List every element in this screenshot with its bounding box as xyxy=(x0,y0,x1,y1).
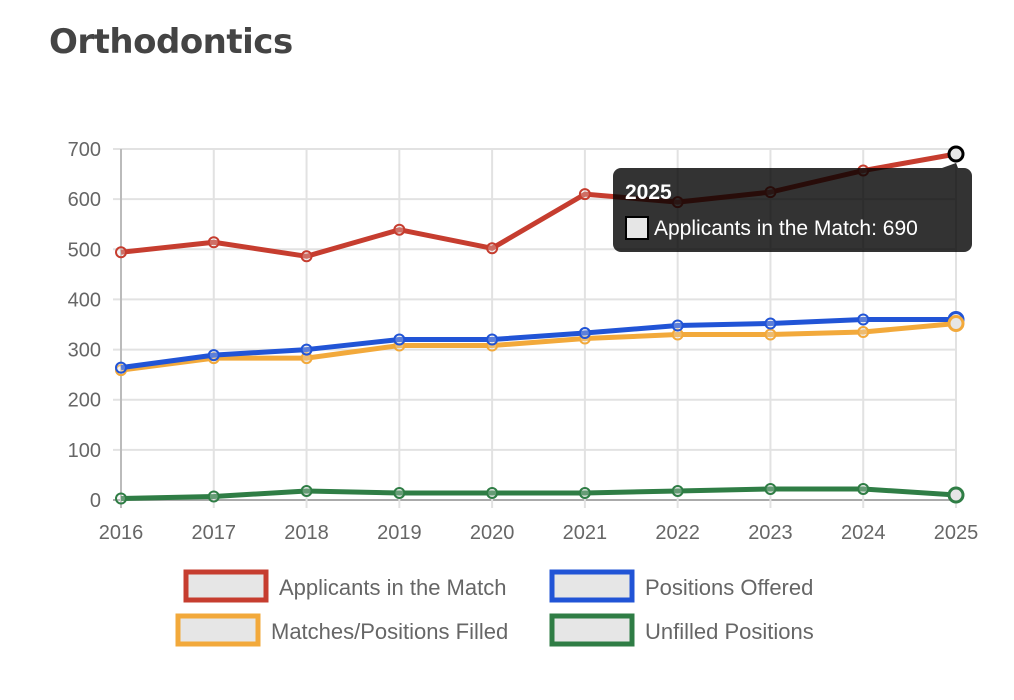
data-point xyxy=(486,486,499,499)
data-point xyxy=(671,484,684,497)
data-point xyxy=(115,246,127,259)
data-point xyxy=(578,486,591,499)
x-tick-label: 2018 xyxy=(284,522,329,544)
x-tick-label: 2025 xyxy=(934,522,979,544)
x-tick-label: 2022 xyxy=(655,522,700,544)
y-tick-label: 0 xyxy=(90,490,101,512)
data-point xyxy=(764,328,777,341)
data-point xyxy=(578,188,591,201)
data-point xyxy=(207,236,220,249)
hover-point xyxy=(947,314,965,332)
data-point xyxy=(115,492,127,505)
hover-point xyxy=(947,145,965,163)
data-point xyxy=(486,242,499,255)
tooltip-swatch xyxy=(625,216,649,240)
data-point xyxy=(857,326,870,339)
data-point xyxy=(486,333,499,346)
tooltip-label: Applicants in the Match: 690 xyxy=(654,217,918,240)
y-tick-label: 200 xyxy=(68,390,101,412)
data-point xyxy=(207,349,220,362)
legend-item[interactable]: Unfilled Positions xyxy=(549,613,814,647)
data-point xyxy=(671,319,684,332)
legend-item[interactable]: Matches/Positions Filled xyxy=(175,613,508,647)
tooltip-caret xyxy=(942,163,958,168)
x-tick-label: 2019 xyxy=(377,522,422,544)
legend-swatch xyxy=(549,613,635,647)
hover-point xyxy=(947,486,965,504)
data-point xyxy=(115,361,127,374)
tooltip-title: 2025 xyxy=(625,181,672,204)
data-point xyxy=(764,482,777,495)
data-point xyxy=(857,313,870,326)
data-point xyxy=(393,223,406,236)
data-point xyxy=(393,333,406,346)
series-line-2 xyxy=(120,321,957,373)
data-point xyxy=(300,250,313,263)
x-tick-label: 2021 xyxy=(563,522,608,544)
legend-item[interactable]: Positions Offered xyxy=(549,569,813,603)
y-tick-label: 500 xyxy=(68,239,101,261)
legend-swatch xyxy=(549,569,635,603)
tooltip: 2025 Applicants in the Match: 690 xyxy=(613,163,972,252)
x-tick-label: 2024 xyxy=(841,522,886,544)
x-tick-label: 2020 xyxy=(470,522,515,544)
x-tick-label: 2023 xyxy=(748,522,793,544)
data-point xyxy=(300,343,313,356)
data-point xyxy=(300,352,313,365)
series-line-3 xyxy=(120,486,957,501)
page-title: Orthodontics xyxy=(49,22,293,62)
legend-label: Matches/Positions Filled xyxy=(271,619,508,644)
legend-label: Unfilled Positions xyxy=(645,619,814,644)
x-tick-label: 2016 xyxy=(99,522,144,544)
y-tick-label: 600 xyxy=(68,189,101,211)
y-tick-label: 700 xyxy=(68,139,101,161)
x-tick-label: 2017 xyxy=(192,522,237,544)
series-line-1 xyxy=(120,316,956,371)
data-point xyxy=(207,490,220,503)
legend-item[interactable]: Applicants in the Match xyxy=(183,569,506,603)
data-point xyxy=(578,327,591,340)
y-tick-label: 400 xyxy=(68,289,101,311)
data-point xyxy=(857,482,870,495)
legend-swatch xyxy=(183,569,269,603)
y-tick-label: 300 xyxy=(68,340,101,362)
data-point xyxy=(300,484,313,497)
data-point xyxy=(393,486,406,499)
legend-label: Positions Offered xyxy=(645,575,813,600)
tooltip-box xyxy=(613,168,972,252)
legend-label: Applicants in the Match xyxy=(279,575,506,600)
data-point xyxy=(764,317,777,330)
legend-swatch xyxy=(175,613,261,647)
y-tick-label: 100 xyxy=(68,440,101,462)
